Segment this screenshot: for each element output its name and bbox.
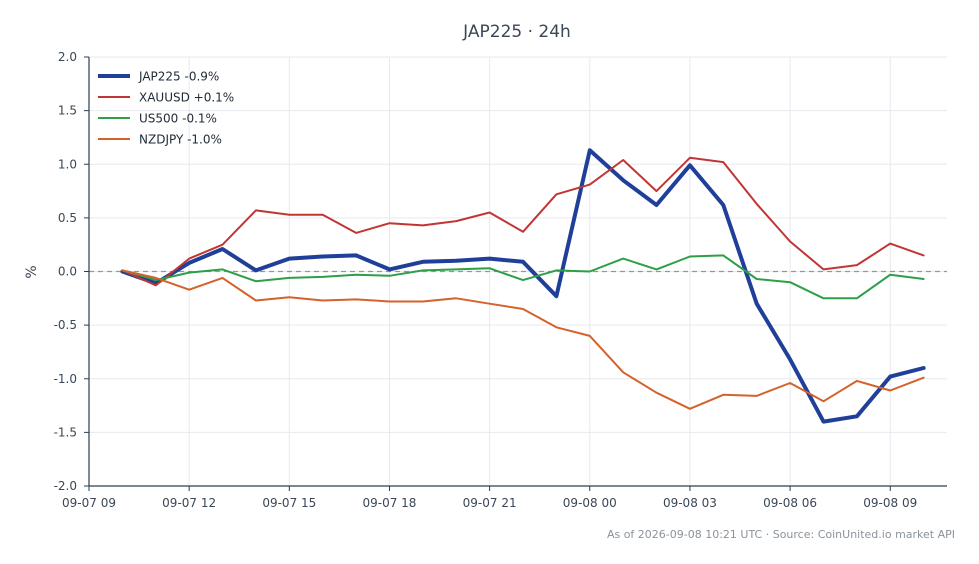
legend: JAP225 -0.9% XAUUSD +0.1% US500 -0.1% NZDJP… — [98, 70, 234, 147]
x-tick-label: 09-08 03 — [663, 496, 717, 510]
series-group — [120, 148, 926, 424]
x-tick-label: 09-07 15 — [262, 496, 316, 510]
y-tick-label: -2.0 — [54, 479, 77, 493]
legend-label-4: NZDJPY -1.0% — [139, 133, 222, 147]
x-tick-label: 09-07 12 — [162, 496, 216, 510]
y-tick-label: -1.5 — [54, 425, 77, 439]
footer-note: As of 2026-09-08 10:21 UTC · Source: Coi… — [607, 528, 955, 541]
y-tick-label: -1.0 — [54, 372, 77, 386]
y-tick-label: -0.5 — [54, 318, 77, 332]
legend-label-1: JAP225 -0.9% — [138, 70, 219, 84]
x-tick-label: 09-08 09 — [863, 496, 917, 510]
chart-title: JAP225 · 24h — [462, 22, 571, 42]
series-line-3 — [121, 254, 925, 300]
y-tick-label: 1.5 — [58, 104, 77, 118]
axes: -2.0 -1.5 -1.0 -0.5 0.0 0.5 1.0 1.5 2.0 09-07 09 0… — [54, 50, 947, 510]
y-tick-label: 2.0 — [58, 50, 77, 64]
y-axis-label: % — [24, 265, 40, 278]
legend-label-2: XAUUSD +0.1% — [139, 91, 234, 105]
x-tick-label: 09-08 06 — [763, 496, 817, 510]
x-tick-label: 09-07 18 — [362, 496, 416, 510]
series-line-2 — [121, 156, 925, 287]
x-tick-label: 09-08 00 — [563, 496, 617, 510]
legend-label-3: US500 -0.1% — [139, 112, 217, 126]
series-line-1 — [120, 148, 926, 424]
y-tick-label: 0.5 — [58, 211, 77, 225]
x-tick-label: 09-07 09 — [62, 496, 116, 510]
y-tick-label: 0.0 — [58, 265, 77, 279]
y-tick-label: 1.0 — [58, 157, 77, 171]
x-tick-label: 09-07 21 — [463, 496, 517, 510]
series-line-4 — [121, 269, 925, 410]
